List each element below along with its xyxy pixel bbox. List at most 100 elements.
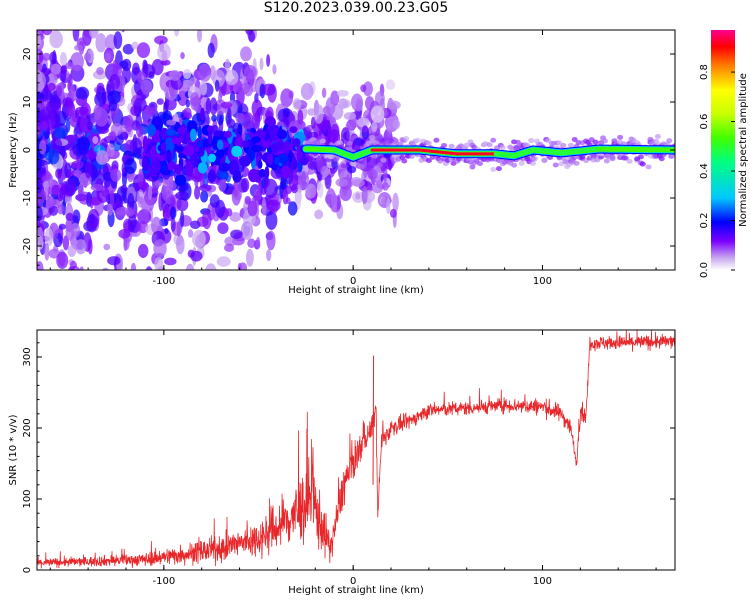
heatmap-noise-blob bbox=[65, 212, 74, 222]
heatmap-noise-blob bbox=[58, 223, 66, 230]
heatmap-noise-blob bbox=[336, 194, 341, 211]
ridge-core-segment bbox=[512, 148, 535, 158]
heatmap-noise-blob bbox=[266, 54, 271, 67]
heatmap-noise-blob bbox=[196, 30, 203, 43]
heatmap-cluster-blob bbox=[223, 130, 232, 139]
heatmap-noise-blob bbox=[243, 112, 254, 130]
heatmap-noise-blob bbox=[225, 208, 233, 217]
heatmap-noise-blob bbox=[106, 143, 115, 158]
heatmap-noise-blob bbox=[304, 183, 317, 199]
heatmap-halo-blob bbox=[376, 162, 383, 168]
heatmap-noise-blob bbox=[266, 199, 281, 212]
heatmap-noise-blob bbox=[77, 137, 90, 156]
heatmap-noise-blob bbox=[169, 206, 177, 220]
heatmap-noise-blob bbox=[290, 184, 298, 194]
heatmap-noise-blob bbox=[123, 237, 128, 252]
heatmap-noise-blob bbox=[108, 100, 118, 112]
heatmap-noise-blob bbox=[363, 81, 373, 97]
heatmap-noise-blob bbox=[75, 193, 88, 202]
heatmap-noise-blob bbox=[199, 80, 208, 96]
heatmap-noise-blob bbox=[98, 276, 110, 284]
heatmap-noise-blob bbox=[124, 158, 137, 175]
heatmap-halo-blob bbox=[666, 138, 673, 144]
heatmap-noise-blob bbox=[240, 177, 250, 193]
heatmap-noise-blob bbox=[243, 65, 257, 80]
heatmap-cluster-blob bbox=[258, 168, 266, 178]
heatmap-halo-blob bbox=[336, 140, 343, 146]
heatmap-noise-blob bbox=[112, 59, 119, 69]
snr-plot-area bbox=[37, 330, 675, 569]
heatmap-noise-blob bbox=[389, 208, 397, 218]
heatmap-noise-blob bbox=[113, 31, 123, 50]
heatmap-noise-blob bbox=[55, 168, 62, 179]
heatmap-noise-blob bbox=[136, 189, 145, 208]
heatmap-noise-blob bbox=[256, 236, 261, 249]
heatmap-noise-blob bbox=[37, 174, 43, 194]
heatmap-cluster-blob bbox=[264, 166, 270, 179]
heatmap-halo-blob bbox=[469, 164, 476, 170]
heatmap-noise-blob bbox=[238, 262, 248, 270]
heatmap-noise-blob bbox=[56, 114, 61, 131]
heatmap-noise-blob bbox=[297, 170, 310, 190]
heatmap-noise-blob bbox=[128, 214, 137, 230]
heatmap-halo-blob bbox=[414, 137, 421, 143]
heatmap-halo-blob bbox=[617, 134, 624, 140]
heatmap-noise-blob bbox=[224, 58, 231, 72]
heatmap-cluster-blob bbox=[242, 140, 250, 148]
heatmap-noise-blob bbox=[174, 30, 180, 37]
heatmap-noise-blob bbox=[257, 292, 268, 299]
heatmap-noise-blob bbox=[207, 42, 215, 59]
heatmap-noise-blob bbox=[55, 16, 59, 28]
heatmap-noise-blob bbox=[209, 194, 220, 208]
heatmap-noise-blob bbox=[51, 63, 61, 75]
heatmap-noise-blob bbox=[53, 127, 67, 139]
heatmap-noise-blob bbox=[115, 206, 130, 216]
heatmap-noise-blob bbox=[69, 84, 75, 99]
heatmap-noise-blob bbox=[205, 97, 212, 115]
heatmap-halo-blob bbox=[388, 138, 395, 144]
heatmap-noise-blob bbox=[76, 273, 89, 284]
heatmap-noise-blob bbox=[73, 127, 78, 137]
heatmap-noise-blob bbox=[124, 114, 134, 132]
heatmap-noise-blob bbox=[245, 30, 254, 35]
heatmap-noise-blob bbox=[131, 41, 139, 50]
heatmap-noise-blob bbox=[74, 44, 84, 51]
heatmap-y-tick-label: 0 bbox=[22, 147, 33, 153]
heatmap-noise-blob bbox=[259, 57, 264, 71]
heatmap-noise-blob bbox=[96, 66, 104, 75]
heatmap-noise-blob bbox=[216, 256, 231, 267]
heatmap-cluster-blob bbox=[166, 149, 172, 164]
heatmap-noise-blob bbox=[95, 33, 107, 53]
heatmap-halo-blob bbox=[573, 160, 580, 166]
heatmap-noise-blob bbox=[258, 0, 272, 1]
heatmap-noise-blob bbox=[200, 190, 209, 203]
heatmap-noise-blob bbox=[104, 290, 109, 308]
heatmap-halo-blob bbox=[654, 133, 661, 139]
heatmap-noise-blob bbox=[36, 273, 41, 282]
heatmap-noise-blob bbox=[31, 275, 44, 288]
heatmap-noise-blob bbox=[370, 105, 385, 123]
ridge-core-segment bbox=[417, 148, 459, 156]
heatmap-halo-blob bbox=[530, 160, 537, 166]
heatmap-halo-blob bbox=[639, 161, 646, 167]
heatmap-noise-blob bbox=[230, 229, 243, 239]
heatmap-noise-blob bbox=[136, 125, 144, 137]
heatmap-noise-blob bbox=[343, 112, 357, 121]
heatmap-noise-blob bbox=[170, 217, 176, 232]
heatmap-noise-blob bbox=[335, 177, 348, 188]
heatmap-noise-blob bbox=[175, 284, 189, 293]
heatmap-noise-blob bbox=[79, 114, 88, 132]
heatmap-halo-blob bbox=[645, 164, 652, 170]
heatmap-noise-blob bbox=[262, 83, 276, 96]
heatmap-noise-blob bbox=[185, 99, 191, 108]
heatmap-noise-blob bbox=[145, 266, 153, 270]
heatmap-cluster-blob bbox=[208, 153, 216, 163]
heatmap-noise-blob bbox=[180, 210, 185, 228]
snr-y-tick-label: 0 bbox=[22, 567, 33, 573]
heatmap-halo-blob bbox=[425, 158, 432, 164]
heatmap-halo-blob bbox=[340, 163, 347, 169]
heatmap-halo-blob bbox=[441, 142, 448, 148]
heatmap-noise-blob bbox=[352, 179, 365, 188]
heatmap-cluster-blob bbox=[216, 148, 225, 159]
